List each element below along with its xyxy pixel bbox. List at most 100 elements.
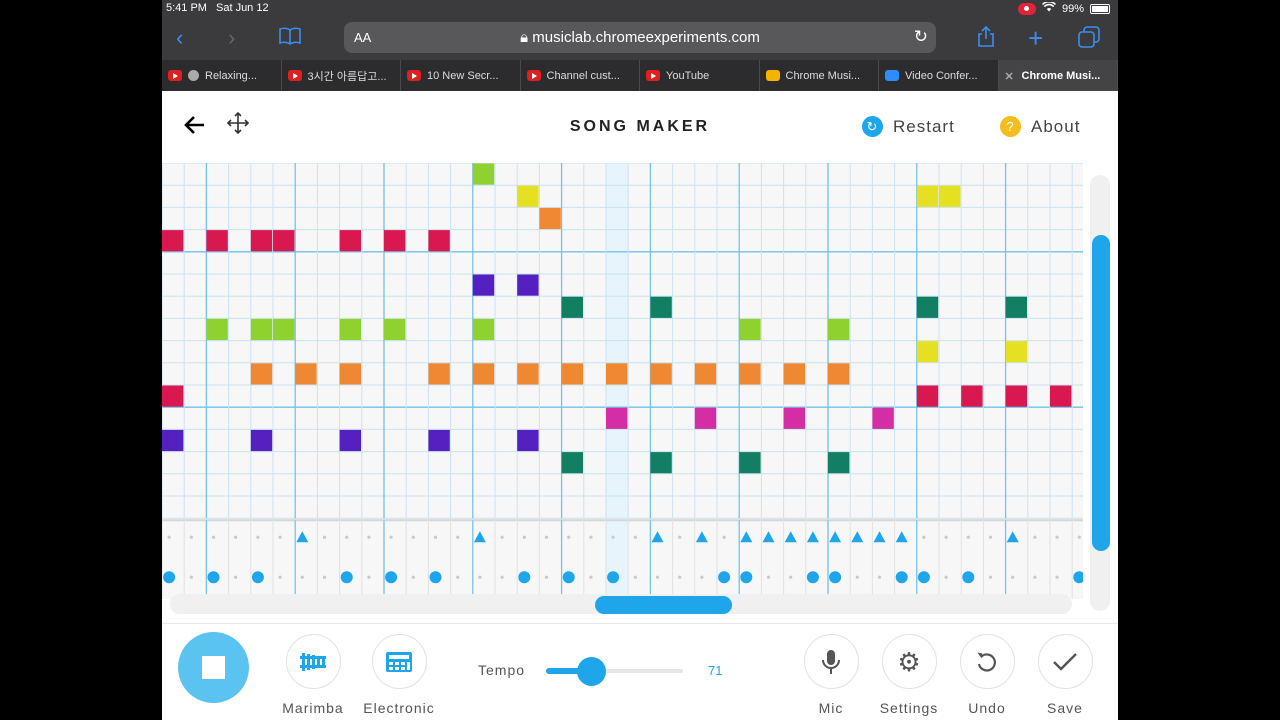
rhythm-triangle[interactable] bbox=[873, 531, 886, 543]
note-cell[interactable] bbox=[250, 363, 273, 385]
rhythm-empty-dot[interactable] bbox=[1033, 535, 1037, 539]
electronic-button[interactable] bbox=[371, 634, 427, 689]
rhythm-empty-dot[interactable] bbox=[1055, 535, 1059, 539]
rhythm-empty-dot[interactable] bbox=[322, 575, 327, 579]
rhythm-triangle[interactable] bbox=[296, 531, 309, 543]
rhythm-empty-dot[interactable] bbox=[655, 575, 660, 579]
rhythm-empty-dot[interactable] bbox=[433, 535, 438, 539]
about-button[interactable]: ? About bbox=[1000, 116, 1080, 137]
rhythm-empty-dot[interactable] bbox=[877, 575, 882, 579]
note-cell[interactable] bbox=[517, 185, 539, 207]
note-cell[interactable] bbox=[1005, 385, 1027, 407]
rhythm-empty-dot[interactable] bbox=[544, 575, 549, 579]
rhythm-circle[interactable] bbox=[740, 571, 753, 584]
rhythm-circle[interactable] bbox=[562, 571, 575, 584]
rhythm-empty-dot[interactable] bbox=[456, 535, 460, 539]
note-cell[interactable] bbox=[939, 185, 961, 207]
rhythm-empty-dot[interactable] bbox=[678, 575, 682, 579]
note-cell[interactable] bbox=[339, 230, 361, 252]
reload-icon[interactable]: ↻ bbox=[913, 27, 928, 46]
rhythm-empty-dot[interactable] bbox=[256, 535, 260, 539]
vertical-scrollbar[interactable] bbox=[1092, 235, 1110, 551]
note-cell[interactable] bbox=[384, 318, 406, 341]
note-cell[interactable] bbox=[561, 363, 583, 385]
browser-tab[interactable]: 3시간 아름답고... bbox=[282, 60, 401, 91]
note-cell[interactable] bbox=[783, 363, 805, 385]
rhythm-empty-dot[interactable] bbox=[411, 575, 415, 579]
rhythm-empty-dot[interactable] bbox=[611, 535, 615, 539]
note-cell[interactable] bbox=[606, 407, 628, 429]
rhythm-empty-dot[interactable] bbox=[944, 575, 948, 579]
rhythm-empty-dot[interactable] bbox=[1077, 535, 1081, 539]
rhythm-empty-dot[interactable] bbox=[544, 535, 549, 539]
rhythm-circle[interactable] bbox=[607, 571, 620, 584]
rhythm-empty-dot[interactable] bbox=[300, 575, 304, 579]
note-cell[interactable] bbox=[517, 274, 539, 296]
note-cell[interactable] bbox=[517, 363, 539, 385]
rhythm-triangle[interactable] bbox=[851, 531, 864, 543]
rhythm-empty-dot[interactable] bbox=[234, 535, 238, 539]
note-cell[interactable] bbox=[1005, 341, 1027, 363]
rhythm-circle[interactable] bbox=[207, 571, 220, 584]
note-cell[interactable] bbox=[828, 363, 850, 385]
note-cell[interactable] bbox=[339, 318, 361, 341]
note-cell[interactable] bbox=[872, 407, 894, 429]
back-arrow-icon[interactable] bbox=[184, 111, 206, 142]
note-cell[interactable] bbox=[250, 429, 273, 452]
rhythm-triangle[interactable] bbox=[762, 531, 775, 543]
browser-tab[interactable]: YouTube bbox=[640, 60, 760, 91]
rhythm-empty-dot[interactable] bbox=[500, 575, 504, 579]
rhythm-circle[interactable] bbox=[718, 571, 731, 584]
undo-button[interactable] bbox=[959, 634, 1015, 689]
rhythm-circle[interactable] bbox=[806, 571, 819, 584]
note-cell[interactable] bbox=[694, 363, 717, 385]
note-cell[interactable] bbox=[250, 318, 273, 341]
rhythm-circle[interactable] bbox=[251, 571, 264, 584]
marimba-button[interactable] bbox=[285, 634, 341, 689]
note-cell[interactable] bbox=[162, 429, 184, 452]
note-cell[interactable] bbox=[428, 429, 450, 452]
rhythm-circle[interactable] bbox=[829, 571, 842, 584]
rhythm-triangle[interactable] bbox=[784, 531, 797, 543]
fullscreen-move-icon[interactable] bbox=[226, 111, 250, 141]
rhythm-empty-dot[interactable] bbox=[766, 575, 771, 579]
rhythm-triangle[interactable] bbox=[473, 531, 486, 543]
rhythm-triangle[interactable] bbox=[806, 531, 819, 543]
rhythm-triangle[interactable] bbox=[740, 531, 753, 543]
tempo-slider-thumb[interactable] bbox=[577, 657, 607, 686]
new-tab-icon[interactable]: + bbox=[1028, 23, 1044, 53]
note-cell[interactable] bbox=[472, 163, 495, 185]
note-cell[interactable] bbox=[517, 429, 539, 452]
tabs-overview-icon[interactable] bbox=[1078, 26, 1100, 53]
rhythm-empty-dot[interactable] bbox=[189, 535, 193, 539]
note-cell[interactable] bbox=[739, 452, 761, 474]
horizontal-scrollbar[interactable] bbox=[595, 596, 732, 614]
browser-tab[interactable]: ✕ Chrome Musi... bbox=[998, 60, 1118, 91]
rhythm-empty-dot[interactable] bbox=[211, 535, 216, 539]
note-cell[interactable] bbox=[694, 407, 717, 429]
note-cell[interactable] bbox=[606, 363, 628, 385]
rhythm-empty-dot[interactable] bbox=[722, 535, 726, 539]
note-cell[interactable] bbox=[828, 452, 850, 474]
rhythm-empty-dot[interactable] bbox=[855, 575, 859, 579]
reader-text-size-button[interactable]: AA bbox=[354, 30, 372, 45]
note-cell[interactable] bbox=[916, 341, 939, 363]
note-cell[interactable] bbox=[428, 230, 450, 252]
note-cell[interactable] bbox=[273, 318, 295, 341]
note-cell[interactable] bbox=[162, 230, 184, 252]
note-cell[interactable] bbox=[739, 318, 761, 341]
rhythm-empty-dot[interactable] bbox=[789, 575, 793, 579]
save-button[interactable] bbox=[1037, 634, 1093, 689]
rhythm-empty-dot[interactable] bbox=[678, 535, 682, 539]
rhythm-empty-dot[interactable] bbox=[700, 575, 704, 579]
note-cell[interactable] bbox=[428, 363, 450, 385]
rhythm-empty-dot[interactable] bbox=[500, 535, 504, 539]
rhythm-empty-dot[interactable] bbox=[189, 575, 193, 579]
mic-button[interactable] bbox=[803, 634, 859, 689]
rhythm-circle[interactable] bbox=[1073, 571, 1083, 584]
note-cell[interactable] bbox=[916, 296, 939, 318]
note-cell[interactable] bbox=[295, 363, 317, 385]
rhythm-empty-dot[interactable] bbox=[922, 535, 926, 539]
rhythm-empty-dot[interactable] bbox=[345, 535, 349, 539]
note-cell[interactable] bbox=[162, 385, 184, 407]
